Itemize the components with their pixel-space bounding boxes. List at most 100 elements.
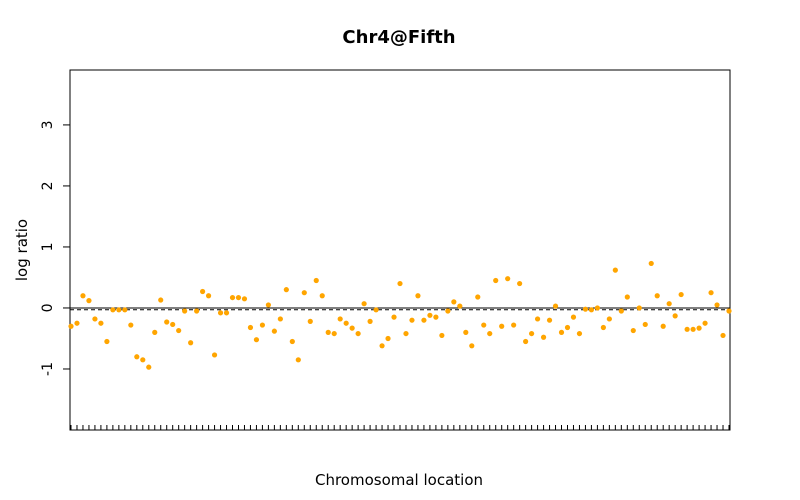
data-point bbox=[726, 308, 732, 314]
data-point bbox=[217, 310, 224, 316]
data-point bbox=[475, 294, 481, 300]
data-point bbox=[349, 325, 355, 331]
data-point bbox=[493, 277, 499, 284]
data-point bbox=[546, 317, 553, 323]
data-point bbox=[415, 293, 421, 299]
data-point bbox=[409, 317, 415, 323]
data-point bbox=[283, 287, 289, 293]
data-point bbox=[517, 280, 523, 287]
data-point bbox=[385, 335, 391, 342]
data-point bbox=[487, 330, 493, 337]
data-point bbox=[511, 322, 517, 328]
data-point bbox=[164, 319, 170, 325]
data-point bbox=[636, 305, 642, 311]
data-point bbox=[570, 314, 577, 320]
data-point bbox=[534, 316, 541, 322]
data-point bbox=[684, 326, 690, 332]
data-point bbox=[672, 313, 678, 319]
data-point bbox=[265, 302, 271, 308]
data-point bbox=[200, 288, 206, 295]
x-axis bbox=[70, 425, 730, 430]
y-tick-label: 0 bbox=[40, 304, 56, 313]
data-point bbox=[74, 320, 80, 326]
data-point bbox=[624, 294, 630, 300]
data-point bbox=[223, 310, 230, 316]
data-point bbox=[523, 338, 529, 345]
data-point bbox=[540, 334, 547, 340]
data-point bbox=[241, 296, 248, 302]
y-tick-label: -1 bbox=[40, 362, 56, 376]
data-point bbox=[122, 307, 128, 313]
data-point bbox=[660, 323, 666, 329]
data-point bbox=[391, 314, 397, 320]
data-point bbox=[564, 324, 571, 331]
data-point bbox=[690, 326, 696, 332]
data-point bbox=[247, 324, 254, 331]
data-point bbox=[134, 354, 140, 360]
data-point bbox=[588, 307, 595, 313]
data-point bbox=[80, 293, 86, 299]
data-point bbox=[170, 321, 176, 328]
data-point bbox=[499, 323, 505, 329]
y-axis: -1 0 1 2 3 bbox=[40, 120, 70, 376]
data-point bbox=[211, 352, 218, 358]
data-point bbox=[666, 301, 672, 307]
data-point bbox=[253, 337, 260, 343]
data-point bbox=[301, 290, 307, 296]
data-point bbox=[325, 329, 331, 335]
data-point bbox=[361, 301, 367, 307]
data-point bbox=[373, 307, 379, 313]
data-point bbox=[618, 308, 624, 314]
chart-title: Chr4@Fifth bbox=[342, 27, 455, 48]
data-point bbox=[140, 357, 146, 363]
y-axis-label: log ratio bbox=[13, 219, 31, 281]
data-point bbox=[606, 316, 612, 322]
x-axis-label: Chromosomal location bbox=[315, 471, 483, 489]
data-point bbox=[146, 364, 152, 370]
data-point bbox=[463, 329, 469, 335]
data-point bbox=[451, 299, 457, 305]
data-point bbox=[313, 277, 319, 284]
data-point bbox=[648, 260, 654, 267]
data-point bbox=[98, 320, 104, 326]
data-point bbox=[271, 328, 277, 334]
y-tick-label: 1 bbox=[40, 242, 56, 251]
reference-lines bbox=[70, 307, 730, 311]
data-point bbox=[427, 312, 433, 318]
data-point bbox=[612, 267, 618, 273]
data-point bbox=[576, 330, 583, 337]
data-point bbox=[92, 316, 98, 322]
data-point bbox=[445, 308, 451, 314]
data-point bbox=[235, 294, 242, 301]
data-point bbox=[343, 320, 349, 326]
data-point bbox=[439, 332, 445, 339]
data-point bbox=[558, 329, 565, 335]
data-point bbox=[337, 316, 343, 322]
data-point bbox=[397, 280, 403, 287]
data-point bbox=[86, 298, 92, 304]
data-point bbox=[403, 330, 409, 337]
data-point bbox=[152, 329, 158, 335]
data-point bbox=[702, 320, 708, 326]
y-tick-label: 3 bbox=[40, 120, 56, 129]
data-point bbox=[355, 330, 361, 337]
data-point bbox=[176, 327, 182, 334]
data-point bbox=[708, 290, 714, 296]
data-point bbox=[367, 318, 373, 324]
data-point bbox=[307, 318, 313, 324]
data-point bbox=[630, 327, 636, 334]
data-point bbox=[229, 294, 236, 301]
data-point bbox=[259, 322, 266, 328]
data-point bbox=[182, 308, 188, 314]
data-point bbox=[552, 303, 559, 309]
data-point bbox=[481, 322, 487, 328]
data-point bbox=[529, 330, 535, 337]
data-point bbox=[205, 293, 212, 299]
data-point bbox=[68, 323, 74, 329]
data-point bbox=[188, 340, 194, 346]
data-point bbox=[295, 357, 301, 363]
data-point bbox=[678, 291, 684, 298]
data-point bbox=[433, 314, 439, 320]
data-point bbox=[457, 303, 463, 309]
